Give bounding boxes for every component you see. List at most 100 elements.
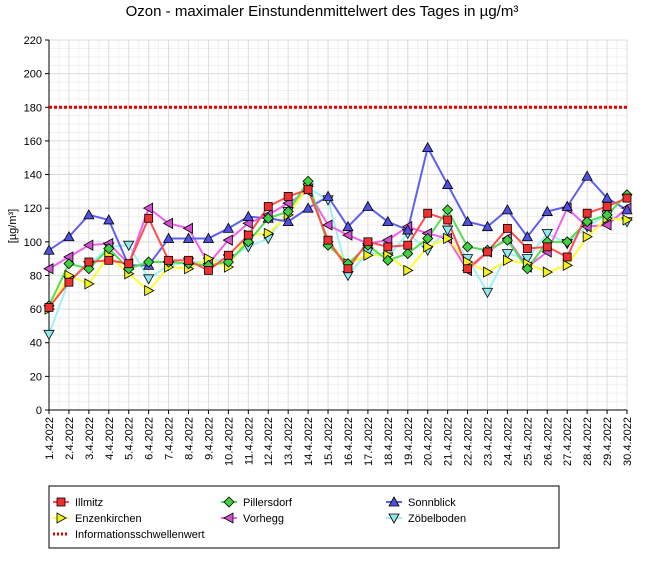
- data-point: [162, 217, 173, 229]
- data-point: [481, 287, 494, 299]
- x-tick-label: 7.4.2022: [164, 417, 176, 460]
- data-point: [422, 141, 434, 153]
- data-point: [383, 242, 393, 252]
- y-tick-label: 200: [24, 69, 42, 81]
- data-point: [561, 236, 573, 248]
- data-point: [164, 255, 173, 265]
- y-tick-label: 60: [30, 304, 42, 316]
- y-tick-label: 140: [24, 170, 42, 182]
- data-point: [483, 266, 494, 278]
- data-point: [103, 214, 115, 225]
- data-point: [323, 235, 333, 245]
- legend-marker: [223, 496, 235, 508]
- x-tick-label: 21.4.2022: [443, 417, 455, 466]
- legend-marker: [388, 513, 400, 524]
- data-point: [382, 215, 394, 227]
- legend-label: Sonnblick: [408, 497, 456, 509]
- legend-label: Zöbelboden: [408, 513, 466, 525]
- y-tick-label: 80: [30, 270, 42, 282]
- x-tick-label: 11.4.2022: [243, 417, 255, 465]
- data-point: [442, 204, 454, 216]
- data-point: [263, 202, 273, 211]
- x-tick-label: 16.4.2022: [343, 417, 355, 466]
- x-tick-label: 5.4.2022: [124, 417, 136, 460]
- data-point: [43, 244, 55, 255]
- x-tick-label: 2.4.2022: [64, 417, 76, 460]
- data-point: [222, 222, 235, 233]
- x-tick-label: 24.4.2022: [502, 417, 514, 466]
- data-point: [501, 249, 514, 260]
- data-point: [243, 230, 253, 240]
- data-point: [142, 274, 155, 285]
- data-point: [103, 242, 115, 255]
- data-point: [342, 229, 353, 241]
- data-point: [402, 248, 414, 260]
- data-point: [602, 202, 612, 211]
- legend-marker: [223, 512, 234, 524]
- x-tick-label: 23.4.2022: [482, 417, 494, 466]
- data-point: [124, 259, 134, 269]
- data-point: [501, 204, 514, 215]
- data-point: [144, 213, 154, 223]
- y-tick-label: 0: [36, 405, 42, 417]
- data-point: [382, 254, 394, 266]
- x-tick-label: 9.4.2022: [203, 417, 215, 460]
- data-point: [64, 277, 74, 287]
- data-point: [204, 266, 213, 275]
- legend-label: Pillersdorf: [243, 497, 293, 509]
- x-tick-label: 22.4.2022: [463, 417, 475, 466]
- x-tick-label: 3.4.2022: [84, 417, 96, 460]
- x-tick-label: 4.4.2022: [104, 417, 116, 460]
- data-point: [522, 244, 532, 253]
- y-tick-label: 120: [24, 203, 42, 215]
- data-point: [561, 200, 573, 211]
- data-point: [541, 205, 553, 216]
- data-point: [363, 249, 374, 261]
- legend-marker: [56, 512, 67, 524]
- chart-title: Ozon - maximaler Einstundenmittelwert de…: [126, 3, 519, 20]
- data-point: [63, 258, 75, 270]
- data-point: [403, 240, 413, 250]
- legend-marker: [56, 497, 66, 507]
- data-point: [501, 234, 513, 246]
- data-point: [542, 266, 554, 278]
- data-point: [562, 259, 574, 272]
- x-tick-label: 6.4.2022: [144, 417, 156, 460]
- data-point: [343, 264, 353, 274]
- data-point: [481, 220, 494, 232]
- data-point: [441, 225, 454, 236]
- data-point: [562, 252, 572, 262]
- data-point: [541, 229, 553, 240]
- data-point: [144, 284, 155, 297]
- legend-label: Illmitz: [75, 497, 103, 509]
- data-point: [302, 202, 314, 213]
- x-tick-label: 28.4.2022: [582, 417, 594, 466]
- x-tick-label: 25.4.2022: [522, 417, 534, 466]
- x-tick-label: 20.4.2022: [423, 417, 435, 466]
- data-point: [581, 216, 593, 228]
- data-point: [521, 263, 533, 275]
- x-tick-label: 27.4.2022: [562, 417, 574, 466]
- y-axis-label: [µg/m³]: [7, 209, 19, 243]
- legend-label: Enzenkirchen: [75, 513, 142, 525]
- x-tick-label: 15.4.2022: [323, 417, 335, 466]
- data-point: [441, 178, 454, 190]
- y-tick-label: 220: [24, 35, 42, 47]
- x-tick-label: 17.4.2022: [363, 417, 375, 466]
- data-point: [222, 234, 233, 246]
- data-point: [461, 241, 474, 253]
- data-point: [443, 232, 454, 245]
- data-point: [104, 255, 114, 265]
- data-point: [143, 256, 155, 268]
- data-point: [621, 204, 633, 215]
- x-tick-label: 14.4.2022: [303, 417, 315, 466]
- data-point: [423, 241, 434, 253]
- legend-label: Vorhegg: [243, 513, 284, 525]
- plot-area: 0 20 40 60 80 100 120 140 160 180 200 220 1.4.2022 2.…: [24, 35, 634, 466]
- data-point: [84, 257, 94, 267]
- data-point: [601, 209, 613, 221]
- data-point: [483, 247, 492, 257]
- legend-box: [48, 485, 560, 549]
- data-point: [83, 239, 94, 251]
